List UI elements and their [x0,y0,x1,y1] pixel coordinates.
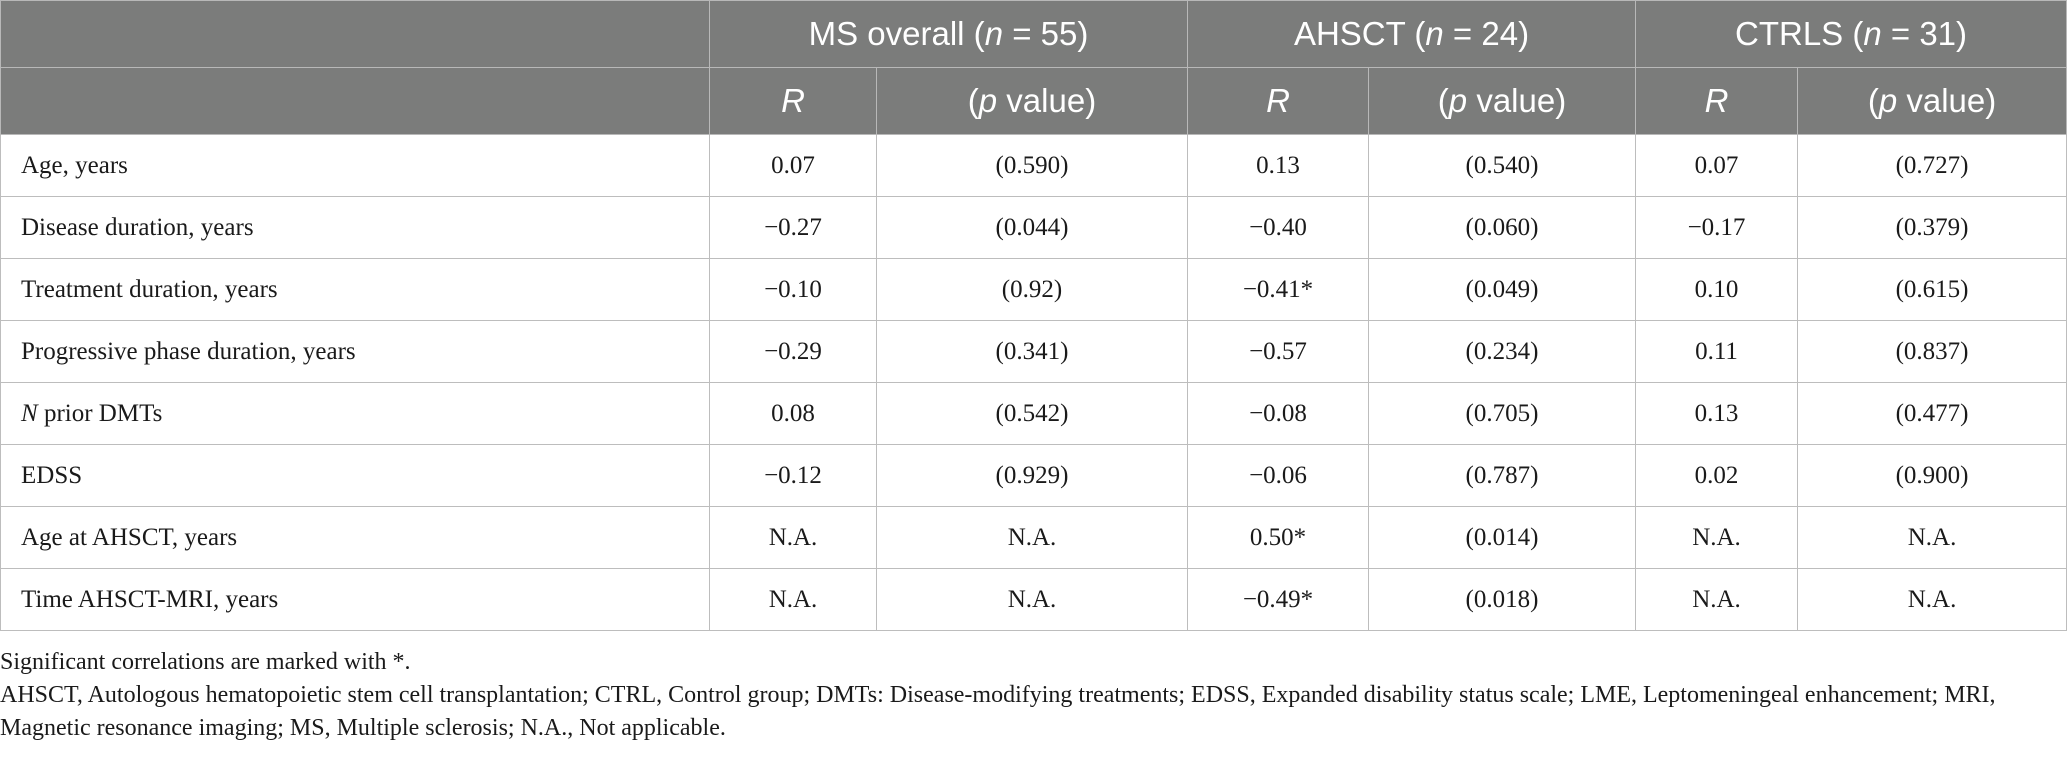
ahsct-p-cell: (0.705) [1367,382,1637,445]
ahsct-r-cell: −0.08 [1187,382,1369,445]
ahsct-r-cell: −0.41* [1187,258,1369,321]
row-label: Age, years [0,134,710,197]
group-header-ms-overall: MS overall (n = 55) [709,0,1188,68]
group-header-ctrls: CTRLS (n = 31) [1635,0,2068,68]
ahsct-p-cell: (0.234) [1367,320,1637,383]
ctrl-p-cell: (0.837) [1797,320,2068,383]
table-row: Age at AHSCT, years N.A. N.A. 0.50* (0.0… [0,506,2068,569]
correlation-table: MS overall (n = 55) AHSCT (n = 24) CTRLS… [0,0,2068,631]
ms-r-cell: −0.12 [709,444,877,507]
row-label: Time AHSCT-MRI, years [0,568,710,631]
row-label: N prior DMTs [0,382,710,445]
ctrl-r-cell: N.A. [1635,506,1799,569]
ahsct-p-cell: (0.540) [1367,134,1637,197]
ms-p-cell: (0.044) [876,196,1188,259]
ctrl-p-cell: N.A. [1797,568,2068,631]
sub-header-row: R (p value) R (p value) R (p value) [0,67,2068,135]
ms-r-cell: −0.29 [709,320,877,383]
row-label: Disease duration, years [0,196,710,259]
ms-p-cell: N.A. [876,506,1188,569]
ms-p-cell: (0.590) [876,134,1188,197]
subheader-ahsct-p: (p value) [1367,67,1637,135]
table-footnotes: Significant correlations are marked with… [0,646,2050,745]
ctrl-r-cell: N.A. [1635,568,1799,631]
ctrl-p-cell: (0.727) [1797,134,2068,197]
ctrl-r-cell: 0.13 [1635,382,1799,445]
table-row: EDSS −0.12 (0.929) −0.06 (0.787) 0.02 (0… [0,444,2068,507]
ahsct-r-cell: −0.57 [1187,320,1369,383]
row-label: Age at AHSCT, years [0,506,710,569]
header-blank-cell [0,0,710,68]
ms-p-cell: (0.341) [876,320,1188,383]
ahsct-p-cell: (0.787) [1367,444,1637,507]
group-header-ahsct: AHSCT (n = 24) [1186,0,1637,68]
row-label: Treatment duration, years [0,258,710,321]
subheader-blank-cell [0,67,710,135]
ahsct-r-cell: −0.49* [1187,568,1369,631]
ctrl-p-cell: N.A. [1797,506,2068,569]
ctrl-r-cell: −0.17 [1635,196,1799,259]
table-row: Treatment duration, years −0.10 (0.92) −… [0,258,2068,321]
table-row: Disease duration, years −0.27 (0.044) −0… [0,196,2068,259]
ms-p-cell: N.A. [876,568,1188,631]
ms-r-cell: 0.08 [709,382,877,445]
ctrl-p-cell: (0.900) [1797,444,2068,507]
ms-p-cell: (0.542) [876,382,1188,445]
subheader-ms-p: (p value) [876,67,1188,135]
table-row: N prior DMTs 0.08 (0.542) −0.08 (0.705) … [0,382,2068,445]
table-row: Age, years 0.07 (0.590) 0.13 (0.540) 0.0… [0,134,2068,197]
row-label: Progressive phase duration, years [0,320,710,383]
ahsct-p-cell: (0.049) [1367,258,1637,321]
ctrl-r-cell: 0.02 [1635,444,1799,507]
ctrl-p-cell: (0.615) [1797,258,2068,321]
ms-p-cell: (0.92) [876,258,1188,321]
row-label: EDSS [0,444,710,507]
subheader-ctrl-p: (p value) [1797,67,2068,135]
ahsct-r-cell: −0.06 [1187,444,1369,507]
ctrl-r-cell: 0.10 [1635,258,1799,321]
ahsct-r-cell: 0.50* [1187,506,1369,569]
ctrl-p-cell: (0.379) [1797,196,2068,259]
ahsct-p-cell: (0.018) [1367,568,1637,631]
table-row: Time AHSCT-MRI, years N.A. N.A. −0.49* (… [0,568,2068,631]
subheader-ahsct-r: R [1187,67,1369,135]
footnote-abbreviations: AHSCT, Autologous hematopoietic stem cel… [0,682,1996,741]
ms-p-cell: (0.929) [876,444,1188,507]
ahsct-p-cell: (0.060) [1367,196,1637,259]
table-row: Progressive phase duration, years −0.29 … [0,320,2068,383]
ms-r-cell: N.A. [709,506,877,569]
footnote-significance: Significant correlations are marked with… [0,649,411,675]
ctrl-p-cell: (0.477) [1797,382,2068,445]
ms-r-cell: N.A. [709,568,877,631]
ctrl-r-cell: 0.07 [1635,134,1799,197]
ahsct-r-cell: −0.40 [1187,196,1369,259]
correlation-table-container: MS overall (n = 55) AHSCT (n = 24) CTRLS… [0,0,2068,631]
ms-r-cell: −0.10 [709,258,877,321]
ctrl-r-cell: 0.11 [1635,320,1799,383]
ms-r-cell: 0.07 [709,134,877,197]
ahsct-r-cell: 0.13 [1187,134,1369,197]
group-header-row: MS overall (n = 55) AHSCT (n = 24) CTRLS… [0,0,2068,68]
ms-r-cell: −0.27 [709,196,877,259]
ahsct-p-cell: (0.014) [1367,506,1637,569]
subheader-ms-r: R [709,67,877,135]
subheader-ctrl-r: R [1635,67,1799,135]
